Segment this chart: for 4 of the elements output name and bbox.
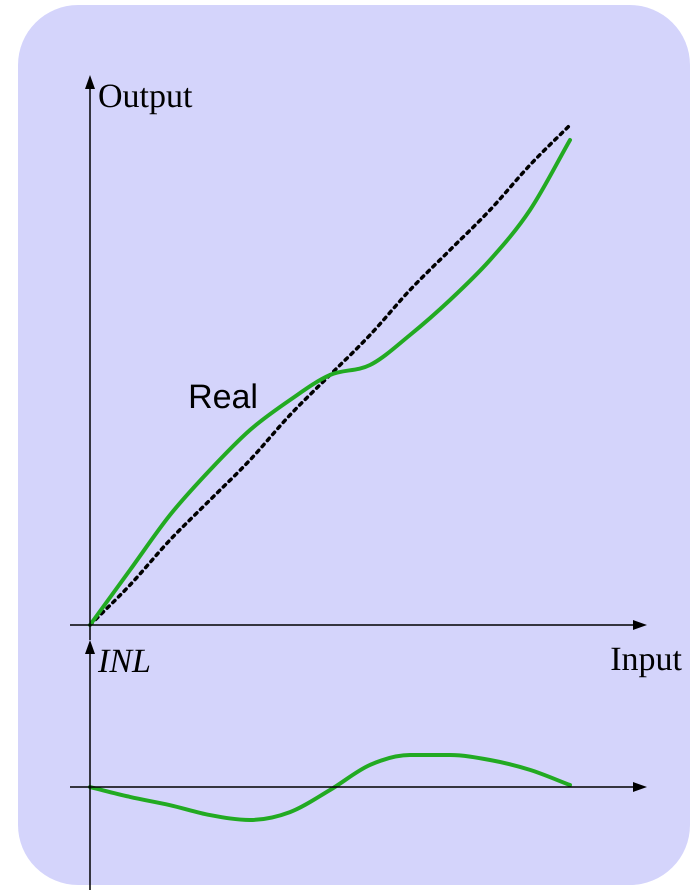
y-axis-title: INL	[97, 643, 151, 680]
x-axis-title: Input	[610, 641, 683, 678]
series-label: Real	[188, 378, 258, 416]
y-axis-title: Output	[98, 78, 193, 115]
